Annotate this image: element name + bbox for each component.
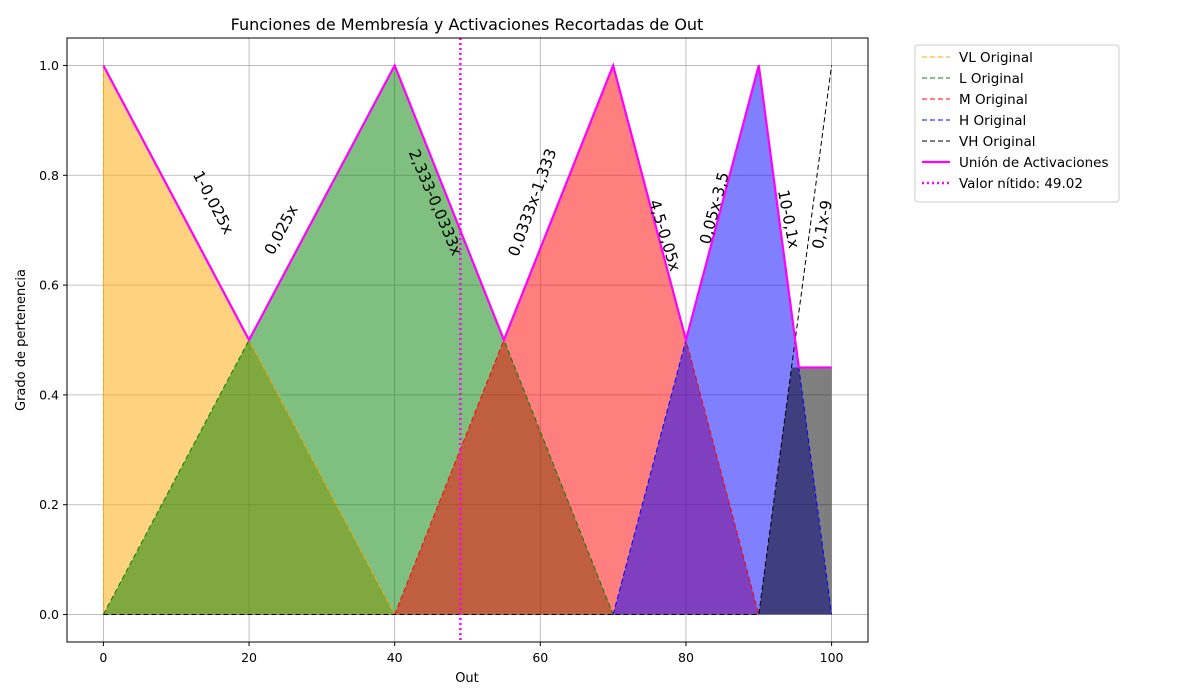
series-line-2 [394, 63, 760, 615]
y-tick-label-4: 0.8 [39, 168, 59, 183]
annotation-1: 0,025x [261, 202, 302, 258]
legend-label-5: Unión de Activaciones [959, 155, 1109, 171]
legend-label-6: Valor nítido: 49.02 [959, 176, 1083, 192]
plot-frame [66, 37, 869, 643]
y-tick-label-1: 0.2 [39, 497, 59, 512]
x-tick-label-0: 0 [99, 650, 107, 665]
x-tick-label-2: 40 [387, 650, 403, 665]
legend-label-2: M Original [959, 92, 1028, 108]
x-tick-label-1: 20 [241, 650, 257, 665]
legend-label-3: H Original [959, 113, 1026, 129]
series-line-4 [103, 65, 833, 616]
x-tick-label-3: 60 [532, 650, 548, 665]
legend-label-1: L Original [959, 71, 1024, 87]
annotation-0: 1-0,025x [189, 168, 237, 237]
y-tick-label-0: 0.0 [39, 607, 59, 622]
x-tick-label-4: 80 [678, 650, 694, 665]
legend: VL Original L Original M Original H Origina… [914, 44, 1120, 203]
legend-box [914, 44, 1120, 203]
legend-label-4: VH Original [959, 134, 1036, 150]
union-line [102, 61, 832, 369]
x-tick-label-5: 100 [820, 650, 844, 665]
legend-label-0: VL Original [959, 50, 1033, 66]
y-tick-label-3: 0.6 [39, 278, 59, 293]
x-axis-label: Out [455, 671, 479, 686]
area-fill-4 [758, 367, 832, 615]
y-tick-label-2: 0.4 [39, 387, 59, 402]
chart-title: Funciones de Membresía y Activaciones Re… [231, 15, 704, 34]
y-axis-label: Grado de pertenencia [14, 269, 29, 411]
series-line-0 [102, 65, 396, 615]
plot-area: 1-0,025x 0,025x 2,333-0,0333x 0,0333x-1,333… [39, 37, 869, 665]
y-tick-label-5: 1.0 [39, 58, 59, 73]
